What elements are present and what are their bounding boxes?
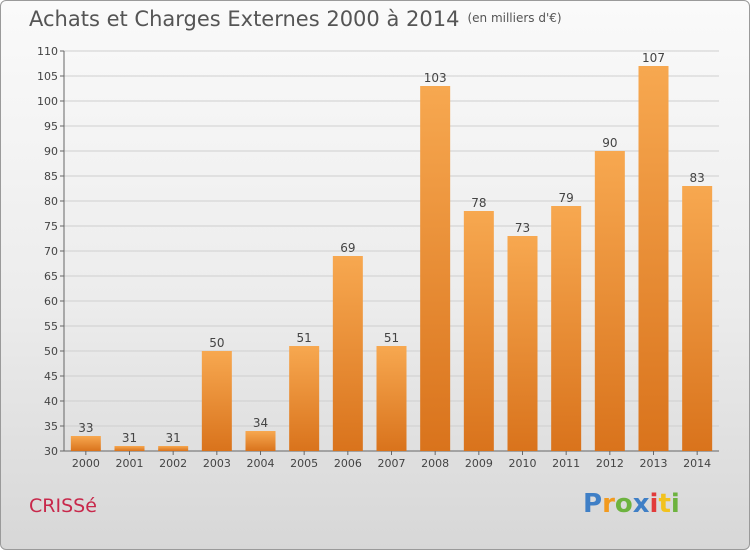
y-tick-label: 105 — [37, 70, 58, 83]
bar — [158, 446, 189, 451]
y-tick-label: 100 — [37, 95, 58, 108]
x-tick-label: 2002 — [159, 457, 187, 470]
data-label: 50 — [209, 336, 224, 350]
x-tick-label: 2012 — [596, 457, 624, 470]
y-tick-label: 110 — [37, 45, 58, 58]
bar — [201, 351, 232, 451]
x-tick-label: 2000 — [72, 457, 100, 470]
y-tick-label: 35 — [44, 420, 58, 433]
data-label: 103 — [424, 71, 447, 85]
bar — [507, 236, 538, 451]
y-tick-label: 75 — [44, 220, 58, 233]
x-tick-label: 2001 — [116, 457, 144, 470]
data-label: 51 — [384, 331, 399, 345]
bar — [70, 436, 101, 451]
y-tick-label: 85 — [44, 170, 58, 183]
x-tick-label: 2008 — [421, 457, 449, 470]
data-label: 51 — [297, 331, 312, 345]
bar — [289, 346, 320, 451]
bar — [245, 431, 276, 451]
y-tick-label: 40 — [44, 395, 58, 408]
data-label: 73 — [515, 221, 530, 235]
data-label: 34 — [253, 416, 268, 430]
x-tick-label: 2006 — [334, 457, 362, 470]
x-tick-label: 2011 — [552, 457, 580, 470]
bar — [551, 206, 582, 451]
data-labels: 33 31 31 50 34 51 69 51 103 78 73 79 90 107 83 — [78, 51, 705, 445]
bar — [332, 256, 363, 451]
data-label: 31 — [166, 431, 181, 445]
y-tick-label: 50 — [44, 345, 58, 358]
proxiti-logo: Proxiti — [583, 489, 680, 519]
data-label: 107 — [642, 51, 665, 65]
x-tick-label: 2005 — [290, 457, 318, 470]
x-tick-label: 2004 — [247, 457, 275, 470]
x-axis-tick-labels: 2000 2001 2002 2003 2004 2005 2006 2007 2008 2009… — [72, 457, 711, 470]
bar — [376, 346, 407, 451]
chart-subtitle: (en milliers d'€) — [467, 11, 562, 25]
data-label: 78 — [471, 196, 486, 210]
data-label: 33 — [78, 421, 93, 435]
bar — [638, 66, 669, 451]
x-tick-label: 2003 — [203, 457, 231, 470]
x-tick-label: 2013 — [640, 457, 668, 470]
data-label: 90 — [602, 136, 617, 150]
bar — [682, 186, 713, 451]
bar — [463, 211, 494, 451]
y-tick-label: 60 — [44, 295, 58, 308]
x-tick-label: 2014 — [683, 457, 711, 470]
y-axis-tick-labels: 30 35 40 45 50 55 60 65 70 75 80 85 90 95 100 105 110 — [37, 45, 58, 458]
bars — [70, 66, 713, 451]
y-tick-label: 30 — [44, 445, 58, 458]
title-text: Achats et Charges Externes 2000 à 2014 — [29, 7, 460, 31]
y-tick-label: 90 — [44, 145, 58, 158]
commune-name: CRISSé — [29, 495, 97, 517]
bar — [420, 86, 451, 451]
data-label: 69 — [340, 241, 355, 255]
data-label: 79 — [559, 191, 574, 205]
bar — [594, 151, 625, 451]
y-tick-label: 70 — [44, 245, 58, 258]
x-tick-label: 2007 — [378, 457, 406, 470]
y-tick-label: 65 — [44, 270, 58, 283]
y-tick-label: 80 — [44, 195, 58, 208]
data-label: 31 — [122, 431, 137, 445]
data-label: 83 — [690, 171, 705, 185]
y-tick-label: 95 — [44, 120, 58, 133]
x-tick-label: 2010 — [509, 457, 537, 470]
x-tick-label: 2009 — [465, 457, 493, 470]
bar — [114, 446, 145, 451]
y-tick-label: 45 — [44, 370, 58, 383]
y-tick-label: 55 — [44, 320, 58, 333]
chart-title: Achats et Charges Externes 2000 à 2014 (e… — [29, 7, 562, 31]
